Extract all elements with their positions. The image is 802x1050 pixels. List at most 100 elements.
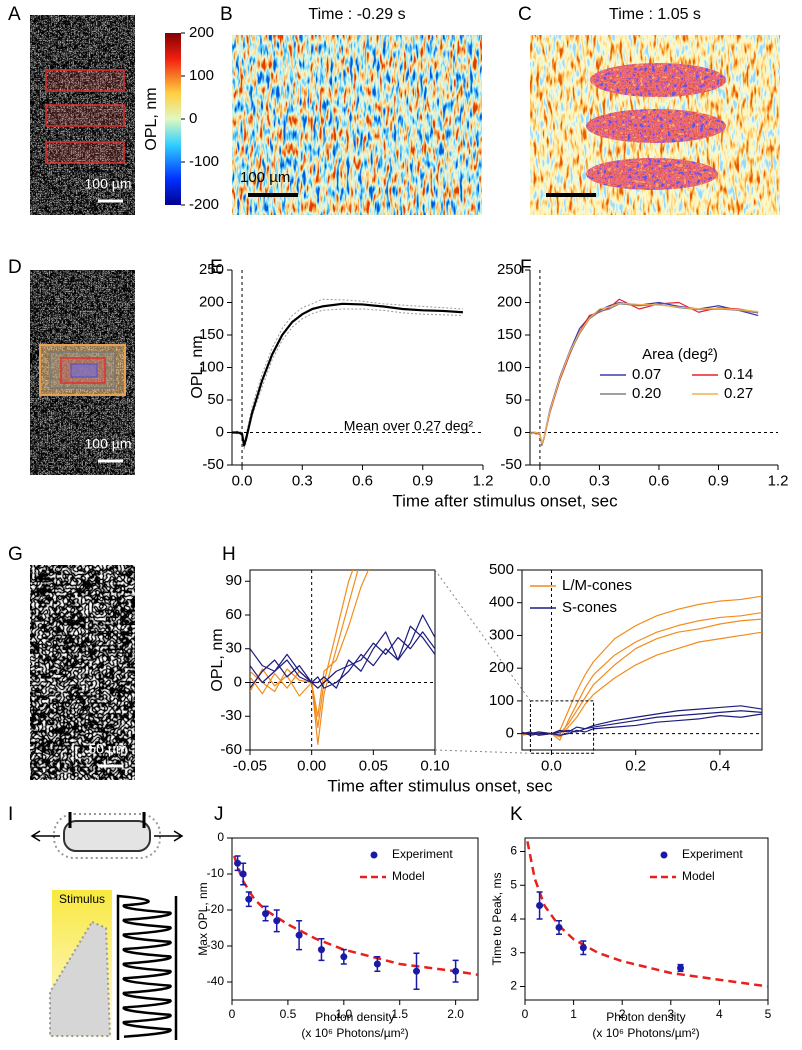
y-axis-label: OPL, nm <box>209 628 226 691</box>
x-tick-label: 2 <box>619 1007 626 1021</box>
x-tick-label: 0 <box>229 1007 236 1021</box>
y-tick-label: -50 <box>500 456 522 473</box>
x-tick-label: 2.0 <box>447 1007 464 1021</box>
panel-label: I <box>8 804 13 825</box>
image-panel: D 100 µm <box>8 257 135 475</box>
x-tick-label: 0.0 <box>529 472 550 489</box>
y-tick-label: 0 <box>217 830 224 844</box>
y-tick-label: 0 <box>234 673 242 690</box>
image-panel: B Time : -0.29 s 100 µm <box>220 4 482 215</box>
panel-label: C <box>518 4 532 25</box>
colorbar-label: OPL, nm <box>143 87 160 150</box>
image-title: Time : -0.29 s <box>308 6 405 23</box>
data-point <box>579 944 587 952</box>
y-tick-label: -30 <box>220 707 242 724</box>
image-shade <box>30 15 135 215</box>
chart: F 0.0 0.3 0.6 0.9 1.2 -50 0 50 100 150 200 250 Area (… <box>497 257 788 489</box>
data-point <box>245 895 253 903</box>
data-line <box>232 308 463 450</box>
y-tick-label: 60 <box>225 606 242 623</box>
series-group <box>526 841 768 988</box>
x-axis-label: (x 10⁶ Photons/µm²) <box>592 1026 699 1040</box>
data-line <box>522 611 762 741</box>
x-tick-label: 1.2 <box>768 472 789 489</box>
legend-label: L/M-cones <box>562 577 632 594</box>
data-line <box>250 570 354 729</box>
legend-label: 0.07 <box>632 366 661 383</box>
y-axis-label: OPL, nm <box>189 335 206 398</box>
data-point <box>262 910 270 918</box>
x-tick-label: 1.2 <box>473 472 494 489</box>
colorbar-tick-label: 0 <box>189 110 197 127</box>
y-tick-label: 0 <box>514 423 522 440</box>
x-tick-label: 0.05 <box>359 757 388 774</box>
data-line <box>526 841 768 988</box>
y-tick-label: 200 <box>489 659 514 676</box>
x-tick-label: 0.4 <box>709 757 730 774</box>
x-axis-label: Photon density <box>315 1010 394 1024</box>
panel-label: B <box>220 4 233 25</box>
x-tick-label: 1 <box>570 1007 577 1021</box>
x-axis-label: Time after stimulus onset, sec <box>392 491 618 510</box>
image <box>232 35 482 215</box>
x-tick-label: 4 <box>716 1007 723 1021</box>
series-group <box>233 855 478 977</box>
chart: K 0 1 2 3 4 5 2 3 4 5 6 Photon density (x 10⁶ Photons… <box>490 804 771 1040</box>
image-title: Time : 1.05 s <box>609 6 701 23</box>
y-tick-label: -10 <box>207 866 225 880</box>
x-tick-label: 0 <box>522 1007 529 1021</box>
y-tick-label: 0 <box>506 725 514 742</box>
y-axis-label: Time to Peak, ms <box>490 873 504 966</box>
legend-label: Experiment <box>392 847 453 861</box>
y-tick-label: 100 <box>497 358 522 375</box>
y-tick-label: 200 <box>199 293 224 310</box>
data-line <box>250 614 435 689</box>
legend-marker <box>370 851 378 859</box>
x-axis-label: Time after stimulus onset, sec <box>327 776 553 795</box>
data-point <box>234 859 242 867</box>
data-line <box>233 855 478 977</box>
data-point <box>295 931 303 939</box>
y-tick-label: -40 <box>207 974 225 988</box>
chart: H -0.05 0.00 0.05 0.10 -60 -30 0 30 60 90 Time afte… <box>209 544 553 795</box>
data-point <box>273 917 281 925</box>
roi-box <box>45 141 125 164</box>
scale-bar-label: 100 µm <box>240 169 290 186</box>
legend-label: S-cones <box>562 599 617 616</box>
arrow <box>30 830 60 842</box>
data-point <box>317 946 325 954</box>
scale-bar-label: 100 µm <box>85 436 132 452</box>
y-tick-label: 400 <box>489 594 514 611</box>
x-tick-label: 0.9 <box>412 472 433 489</box>
plot-frame <box>524 837 769 1001</box>
scale-bar-label: 100 µm <box>85 176 132 192</box>
x-tick-label: 0.9 <box>708 472 729 489</box>
panel-label: G <box>8 544 23 565</box>
y-tick-label: 150 <box>199 326 224 343</box>
x-tick-label: -0.05 <box>233 757 267 774</box>
data-point <box>373 960 381 968</box>
image-panel: C Time : 1.05 s <box>518 4 780 215</box>
y-tick-label: 30 <box>225 640 242 657</box>
y-tick-label: 200 <box>497 293 522 310</box>
y-tick-label: 4 <box>510 911 517 925</box>
y-tick-label: -60 <box>220 741 242 758</box>
panel-label: F <box>520 257 532 278</box>
x-tick-label: 1.0 <box>335 1007 352 1021</box>
x-axis-label: Photon density <box>606 1010 685 1024</box>
plot-frame <box>231 837 479 1001</box>
data-line <box>250 631 435 689</box>
x-tick-label: 0.5 <box>280 1007 297 1021</box>
chart: J 0 0.5 1.0 1.5 2.0 -40 -30 -20 -10 0 Photon densit… <box>196 804 479 1040</box>
y-tick-label: 6 <box>510 844 517 858</box>
x-tick-label: 0.3 <box>292 472 313 489</box>
legend-label: 0.27 <box>724 385 753 402</box>
outer-segments <box>49 920 112 1037</box>
data-point <box>536 902 544 909</box>
legend: Experiment Model <box>360 847 453 883</box>
y-tick-label: 5 <box>510 877 517 891</box>
legend-label: Experiment <box>682 847 743 861</box>
panel-label: D <box>8 257 22 278</box>
